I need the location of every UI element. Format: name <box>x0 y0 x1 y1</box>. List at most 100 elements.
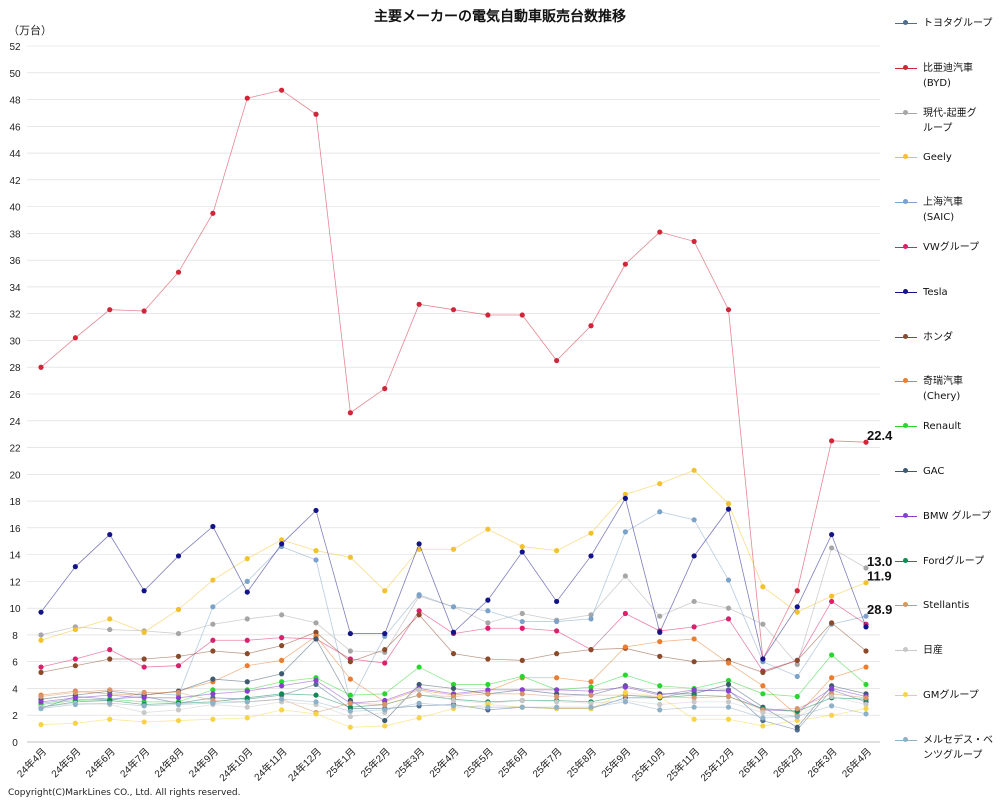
legend-marker <box>903 692 908 697</box>
data-point <box>38 632 44 638</box>
data-point <box>416 700 422 706</box>
y-tick-label: 38 <box>9 229 21 240</box>
data-point <box>244 95 250 101</box>
data-point <box>382 588 388 594</box>
data-point <box>450 546 457 552</box>
data-point <box>279 691 285 697</box>
x-tick-label: 24年8月 <box>151 745 186 780</box>
y-tick-label: 22 <box>9 444 21 455</box>
data-point <box>279 696 285 702</box>
data-point <box>38 637 44 643</box>
data-point <box>829 531 835 538</box>
data-point <box>485 687 491 693</box>
data-point <box>863 613 869 619</box>
legend-marker <box>903 512 908 518</box>
data-point <box>519 312 525 318</box>
x-tick-label: 25年8月 <box>564 745 599 780</box>
data-point <box>450 693 457 700</box>
data-point <box>141 308 147 314</box>
data-point <box>347 410 353 416</box>
x-tick-label: 26年2月 <box>770 745 805 780</box>
y-tick-label: 30 <box>9 336 21 347</box>
y-tick-label: 34 <box>9 283 21 294</box>
data-point <box>691 517 697 523</box>
data-point <box>622 644 628 650</box>
data-point <box>279 671 285 677</box>
data-point <box>622 491 628 497</box>
data-point <box>279 537 285 543</box>
data-point <box>279 643 285 649</box>
legend-label: 奇瑞汽車 (Chery) <box>923 376 963 403</box>
data-point <box>829 693 835 700</box>
data-point <box>588 616 594 622</box>
data-point <box>622 573 628 579</box>
x-tick-label: 25年10月 <box>629 745 668 784</box>
data-point <box>519 618 525 625</box>
data-point <box>244 616 250 622</box>
legend-label: BMW グループ <box>923 510 991 522</box>
data-point <box>725 693 732 700</box>
data-point <box>107 716 113 722</box>
data-point <box>72 701 78 708</box>
data-point <box>210 210 216 216</box>
data-label: 28.9 <box>867 602 892 617</box>
data-point <box>244 637 250 643</box>
data-point <box>863 664 869 670</box>
data-point <box>279 635 285 641</box>
data-point <box>691 467 697 473</box>
data-point <box>657 509 663 515</box>
data-point <box>588 684 594 690</box>
data-point <box>416 692 422 698</box>
data-point <box>107 656 113 662</box>
data-point <box>382 660 388 666</box>
data-point <box>760 691 766 697</box>
data-point <box>588 647 594 653</box>
legend-label: トヨタグループ <box>923 18 993 29</box>
data-point <box>657 683 663 689</box>
x-tick-label: 25年12月 <box>698 745 737 784</box>
data-point <box>416 687 422 693</box>
x-tick-label: 25年9月 <box>598 745 633 780</box>
legend-label: VWグループ <box>923 242 980 253</box>
legend-marker <box>903 468 908 473</box>
data-point <box>863 701 869 708</box>
data-point <box>554 699 560 705</box>
data-point <box>794 609 800 615</box>
data-point <box>210 604 216 610</box>
data-point <box>622 495 628 501</box>
data-point <box>622 699 628 705</box>
data-point <box>175 553 182 559</box>
legend-marker <box>903 333 908 339</box>
data-point <box>691 659 697 665</box>
data-point <box>725 501 732 507</box>
data-point <box>107 687 113 693</box>
y-tick-label: 52 <box>9 42 21 53</box>
data-point <box>657 229 663 235</box>
y-tick-label: 24 <box>9 417 21 428</box>
y-tick-label: 44 <box>9 149 21 160</box>
y-tick-label: 50 <box>9 69 21 80</box>
data-point <box>554 618 560 625</box>
x-tick-label: 25年1月 <box>323 745 358 780</box>
data-point <box>863 624 869 630</box>
data-point <box>485 526 491 532</box>
data-point <box>485 608 491 614</box>
data-point <box>829 593 835 599</box>
data-point <box>829 712 835 718</box>
x-tick-label: 24年11月 <box>251 745 290 784</box>
y-tick-label: 20 <box>9 470 21 481</box>
data-point <box>38 693 44 700</box>
data-point <box>347 648 353 654</box>
data-point <box>244 663 250 669</box>
x-tick-label: 25年11月 <box>664 745 703 784</box>
data-point <box>38 609 44 615</box>
data-point <box>279 87 285 93</box>
data-point <box>210 648 216 654</box>
data-point <box>210 523 216 530</box>
legend-marker <box>903 557 908 563</box>
data-point <box>485 681 491 688</box>
x-tick-label: 24年6月 <box>83 745 118 780</box>
data-point <box>863 580 869 586</box>
legend-label: 現代-起亜グ ループ <box>923 107 977 134</box>
